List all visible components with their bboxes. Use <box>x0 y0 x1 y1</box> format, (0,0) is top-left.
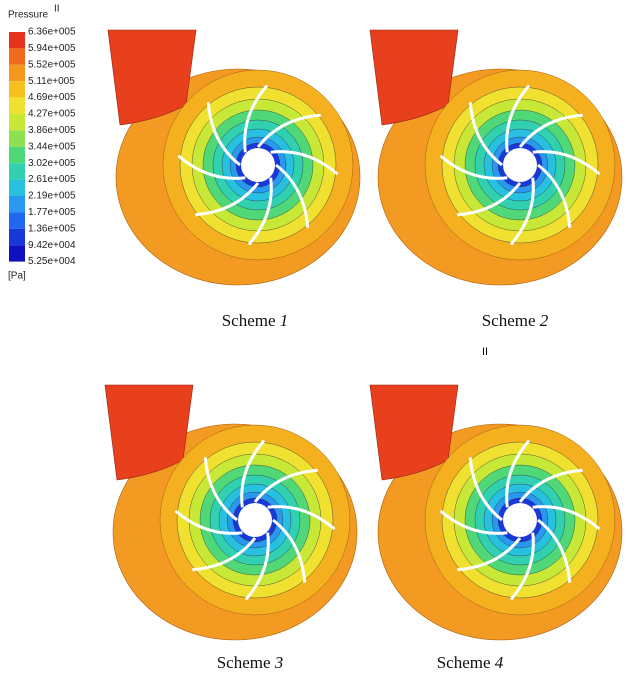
legend-label: 2.19e+005 <box>28 191 76 202</box>
legend: 6.36e+005 5.94e+005 5.52e+005 5.11e+005 4.69… <box>9 27 76 268</box>
legend-swatch <box>9 81 25 97</box>
legend-label: 9.42e+004 <box>28 240 76 251</box>
legend-label: 3.02e+005 <box>28 158 76 169</box>
legend-swatch <box>9 180 25 196</box>
caption-number: 4 <box>495 653 504 672</box>
caption-number: 3 <box>274 653 284 672</box>
caption-text: Scheme <box>482 311 536 330</box>
legend-label: 5.52e+005 <box>28 59 76 70</box>
legend-swatch <box>9 147 25 163</box>
hub <box>503 503 537 537</box>
hub <box>238 503 272 537</box>
legend-swatch <box>9 196 25 212</box>
legend-swatch <box>9 114 25 130</box>
legend-label: 2.61e+005 <box>28 174 76 185</box>
legend-label: 6.36e+005 <box>28 27 76 38</box>
pump <box>370 385 622 640</box>
legend-label: 3.86e+005 <box>28 125 76 136</box>
pump <box>105 385 357 640</box>
legend-swatch <box>9 65 25 81</box>
legend-swatch <box>9 98 25 114</box>
pumps <box>105 30 622 640</box>
legend-label: 5.25e+004 <box>28 256 76 267</box>
legend-swatch <box>9 48 25 64</box>
stray-mark: II <box>482 346 488 358</box>
caption: Scheme 4 <box>437 653 504 672</box>
legend-swatch <box>9 229 25 245</box>
pump <box>370 30 622 285</box>
legend-swatch <box>9 212 25 228</box>
legend-label: 5.11e+005 <box>28 76 75 87</box>
figure: Pressure II 6.36e+005 5.94e+005 5.52e+005 5… <box>0 0 638 677</box>
legend-label: 4.69e+005 <box>28 92 76 103</box>
caption: Scheme 1 <box>222 311 289 330</box>
pump <box>108 30 360 285</box>
hub <box>241 148 275 182</box>
caption-number: 2 <box>540 311 549 330</box>
caption-text: Scheme <box>217 653 271 672</box>
legend-unit: [Pa] <box>8 271 26 282</box>
legend-label: 5.94e+005 <box>28 43 76 54</box>
page: Pressure II 6.36e+005 5.94e+005 5.52e+005 5… <box>0 0 638 682</box>
caption-text: Scheme <box>437 653 491 672</box>
legend-title: Pressure <box>8 10 48 21</box>
legend-label: 1.36e+005 <box>28 223 76 234</box>
legend-label: 4.27e+005 <box>28 109 76 120</box>
caption: Scheme 3 <box>217 653 284 672</box>
caption-number: 1 <box>280 311 289 330</box>
caption: Scheme 2 <box>482 311 549 330</box>
legend-label: 1.77e+005 <box>28 207 76 218</box>
legend-label: 3.44e+005 <box>28 141 76 152</box>
hub <box>503 148 537 182</box>
legend-title-mark: II <box>54 4 60 15</box>
caption-text: Scheme <box>222 311 276 330</box>
legend-swatch <box>9 130 25 146</box>
legend-swatch <box>9 32 25 48</box>
legend-swatch <box>9 163 25 179</box>
legend-swatch <box>9 245 25 261</box>
